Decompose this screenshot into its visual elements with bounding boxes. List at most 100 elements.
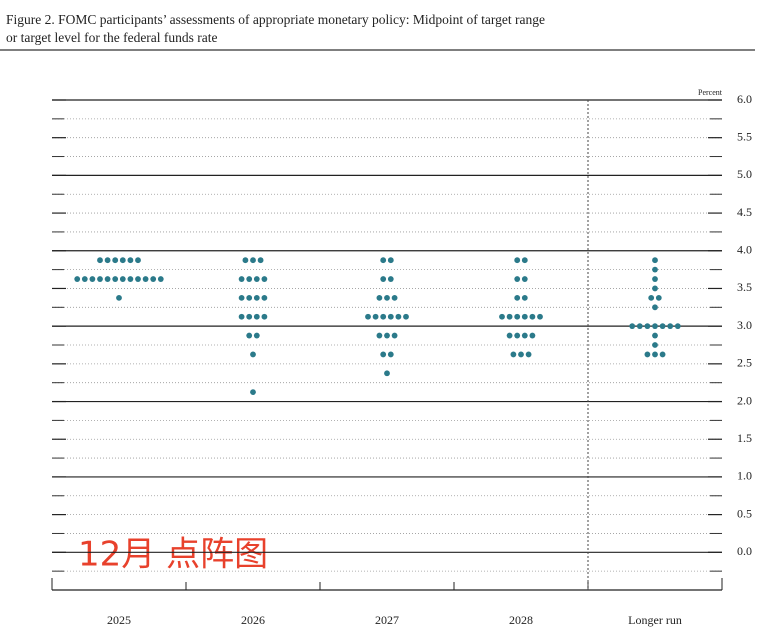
dot	[97, 276, 103, 282]
x-tick-label: 2026	[241, 613, 265, 627]
y-tick-label: 0.0	[737, 544, 752, 558]
dot	[652, 285, 658, 292]
dot	[514, 332, 521, 339]
y-tick-label: 4.0	[737, 243, 752, 257]
dot	[253, 294, 260, 301]
dot	[652, 304, 658, 311]
dot	[250, 389, 256, 396]
dot	[238, 294, 245, 301]
dot	[253, 276, 260, 282]
dot	[238, 313, 245, 320]
y-tick-label: 5.5	[737, 129, 752, 143]
dot	[81, 276, 88, 282]
dot	[521, 257, 528, 264]
annotation: 12月 点阵图	[78, 535, 268, 575]
dot	[112, 257, 119, 264]
y-tick-label: 5.0	[737, 167, 752, 181]
dot	[387, 257, 394, 264]
dot	[380, 276, 387, 282]
dot	[380, 257, 387, 264]
dot	[521, 294, 528, 301]
dot	[150, 276, 157, 282]
dot	[250, 257, 256, 264]
dot	[119, 276, 126, 282]
dot	[119, 257, 126, 264]
y-axis-label: Percent	[698, 88, 723, 97]
y-tick-label: 1.0	[737, 469, 752, 483]
dot	[655, 294, 662, 301]
dot	[135, 257, 141, 264]
dot	[391, 332, 398, 339]
dot	[537, 313, 543, 320]
dot	[104, 257, 111, 264]
y-tick-label: 3.0	[737, 318, 752, 332]
x-tick-label: 2028	[509, 613, 533, 627]
dot	[514, 257, 521, 264]
y-tick-label: 4.5	[737, 205, 752, 219]
dot	[391, 294, 398, 301]
chart-subtitle: or target level for the federal funds ra…	[6, 30, 218, 45]
y-tick-label: 2.5	[737, 356, 752, 370]
dot	[644, 351, 651, 358]
dot	[89, 276, 96, 282]
dot	[514, 294, 521, 301]
dot	[135, 276, 141, 282]
dot	[380, 313, 387, 320]
dot	[387, 313, 394, 320]
dot	[253, 332, 260, 339]
y-tick-label: 2.0	[737, 393, 752, 407]
dot	[246, 276, 253, 282]
dot	[384, 370, 390, 377]
dot	[387, 276, 394, 282]
dot	[499, 313, 505, 320]
dot	[238, 276, 245, 282]
dot	[74, 276, 81, 282]
dot	[652, 342, 658, 348]
dot	[510, 351, 517, 358]
dot	[127, 257, 134, 264]
dot	[667, 323, 674, 330]
y-tick-label: 1.5	[737, 431, 752, 445]
dot	[506, 332, 513, 339]
dot	[652, 323, 658, 330]
dot	[506, 313, 513, 320]
x-tick-label: 2025	[107, 613, 131, 627]
y-tick-label: 3.5	[737, 280, 752, 294]
x-tick-label: Longer run	[628, 613, 682, 627]
dot	[246, 313, 253, 320]
dot	[636, 323, 643, 330]
dot	[257, 257, 264, 264]
dot	[242, 257, 249, 264]
dot	[253, 313, 260, 320]
dot	[112, 276, 119, 282]
dot	[403, 313, 409, 320]
dot	[157, 276, 164, 282]
dot	[246, 294, 253, 301]
dot	[104, 276, 111, 282]
dot	[246, 332, 253, 339]
dot	[648, 294, 655, 301]
dot	[529, 313, 536, 320]
dot	[518, 351, 524, 358]
dot	[261, 313, 268, 320]
dot	[529, 332, 536, 339]
dot	[652, 351, 658, 358]
dot	[525, 351, 532, 358]
dot	[514, 313, 521, 320]
dot	[652, 266, 658, 273]
dot	[372, 313, 379, 320]
dot	[659, 351, 666, 358]
dot	[652, 257, 658, 264]
x-tick-label: 2027	[375, 613, 399, 627]
dot	[380, 351, 387, 358]
dot	[142, 276, 149, 282]
dot	[387, 351, 394, 358]
dot	[644, 323, 651, 330]
dot	[674, 323, 681, 330]
dot	[521, 313, 528, 320]
dot	[261, 276, 268, 282]
dot	[521, 276, 528, 282]
dot	[514, 276, 521, 282]
dot	[652, 276, 658, 282]
